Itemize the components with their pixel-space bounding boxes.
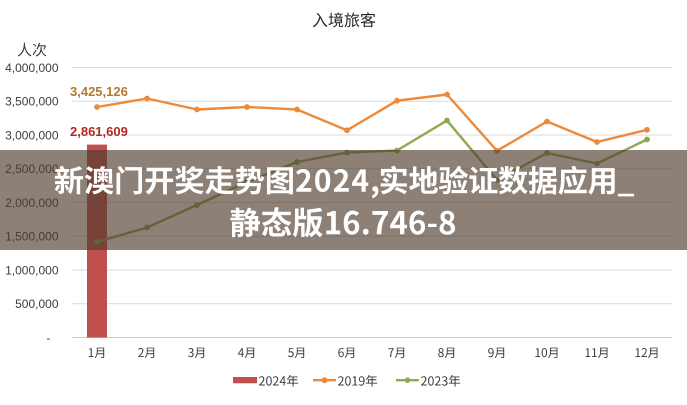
svg-text:4,000,000: 4,000,000: [5, 61, 59, 75]
svg-text:1,000,000: 1,000,000: [5, 263, 59, 277]
svg-text:3,000,000: 3,000,000: [5, 128, 59, 142]
svg-text:500,000: 500,000: [15, 297, 59, 311]
svg-text:3,500,000: 3,500,000: [5, 95, 59, 109]
svg-text:2,861,609: 2,861,609: [70, 124, 128, 139]
svg-text:3,425,126: 3,425,126: [70, 84, 128, 99]
svg-text:-: -: [47, 331, 51, 345]
